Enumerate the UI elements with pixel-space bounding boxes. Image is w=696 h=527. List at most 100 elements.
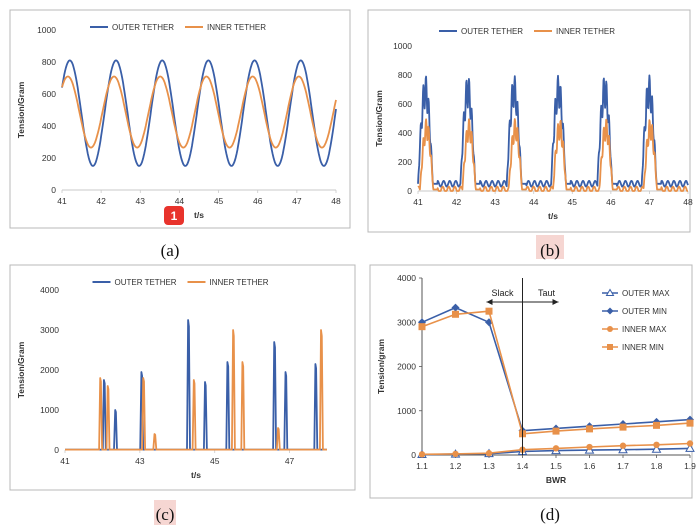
- data-point: [619, 423, 627, 431]
- y-tick-label: 0: [51, 185, 56, 195]
- x-tick-label: 45: [214, 196, 224, 206]
- caption-a: (a): [161, 241, 180, 260]
- x-tick-label: 44: [175, 196, 185, 206]
- arrow-head-right: [552, 299, 559, 305]
- x-tick-label: 1.6: [584, 461, 596, 471]
- x-tick-label: 41: [60, 456, 70, 466]
- x-tick-label: 43: [135, 456, 145, 466]
- x-axis-label: t/s: [191, 470, 201, 480]
- x-tick-label: 1.1: [416, 461, 428, 471]
- x-tick-label: 1.2: [450, 461, 462, 471]
- x-tick-label: 47: [292, 196, 302, 206]
- data-point: [485, 307, 493, 315]
- annotation-slack: Slack: [491, 288, 514, 298]
- chart-panel-a: 0 200 400 600 800 1000 41 42 43 44 45 46 47 48 t/s Tens…: [9, 9, 351, 229]
- y-tick-label: 200: [42, 153, 56, 163]
- x-tick-label: 1.9: [684, 461, 696, 471]
- legend-marker: [606, 307, 614, 315]
- x-tick-label: 41: [57, 196, 67, 206]
- x-tick-label: 45: [210, 456, 220, 466]
- chart-panel-b: 0 200 400 600 800 1000 41 42 43 44 45 46 47 48 t/s Tens…: [367, 9, 693, 233]
- chart-frame-d: [369, 264, 693, 499]
- chart-frame-c: [9, 264, 356, 491]
- data-point: [653, 421, 660, 429]
- legend-marker: [607, 326, 613, 332]
- x-tick-label: 43: [490, 197, 500, 207]
- x-tick-label: 41: [413, 197, 423, 207]
- y-tick-label: 3000: [397, 317, 416, 327]
- y-tick-label: 2000: [397, 362, 416, 372]
- x-tick-label: 1.5: [550, 461, 562, 471]
- legend-label: INNER MAX: [622, 325, 667, 334]
- caption-b: (b): [540, 241, 560, 260]
- caption-highlight-c: [154, 500, 176, 525]
- y-tick-label: 4000: [40, 285, 59, 295]
- data-point: [586, 425, 593, 433]
- y-tick-label: 400: [42, 121, 56, 131]
- data-point: [452, 450, 459, 458]
- y-tick-label: 600: [398, 99, 412, 109]
- y-tick-label: 0: [54, 445, 59, 455]
- series-line-inner-tether: [65, 329, 327, 451]
- data-point: [686, 419, 694, 427]
- data-point: [685, 443, 695, 452]
- data-point: [653, 441, 660, 449]
- legend-label: OUTER TETHER: [115, 278, 177, 287]
- data-point: [586, 443, 593, 451]
- x-axis-label: t/s: [194, 210, 204, 220]
- legend-label: OUTER TETHER: [461, 27, 523, 36]
- y-tick-label: 0: [407, 186, 412, 196]
- x-tick-label: 46: [253, 196, 263, 206]
- legend-label: INNER MIN: [622, 343, 664, 352]
- x-axis-label: BWR: [546, 475, 566, 485]
- arrow-head-left: [486, 299, 493, 305]
- x-tick-label: 48: [683, 197, 693, 207]
- x-tick-label: 42: [96, 196, 106, 206]
- x-tick-label: 47: [285, 456, 295, 466]
- y-tick-label: 1000: [397, 406, 416, 416]
- y-tick-label: 0: [411, 450, 416, 460]
- y-tick-label: 400: [398, 128, 412, 138]
- caption-d: (d): [540, 505, 560, 524]
- marker-badge[interactable]: 1: [164, 206, 184, 225]
- caption-c: (c): [156, 505, 175, 524]
- y-tick-label: 1000: [393, 41, 412, 51]
- y-axis-label: Tension/Gram: [374, 90, 384, 147]
- legend-marker: [607, 344, 613, 350]
- chart-frame-a: [9, 9, 351, 229]
- data-point: [452, 310, 459, 318]
- y-tick-label: 1000: [37, 25, 56, 35]
- x-tick-label: 1.7: [617, 461, 629, 471]
- marker-badge-label: 1: [171, 209, 178, 223]
- series-line-outer-tether: [65, 319, 327, 451]
- series-line-inner-tether: [417, 118, 689, 192]
- legend-label: INNER TETHER: [210, 278, 269, 287]
- x-axis-label: t/s: [548, 211, 558, 221]
- data-point: [451, 303, 460, 312]
- legend-label: OUTER MAX: [622, 289, 670, 298]
- y-tick-label: 800: [42, 57, 56, 67]
- x-tick-label: 45: [568, 197, 578, 207]
- data-point: [552, 427, 560, 435]
- data-point: [418, 323, 426, 331]
- y-tick-label: 1000: [40, 405, 59, 415]
- y-tick-label: 2000: [40, 365, 59, 375]
- y-tick-label: 3000: [40, 325, 59, 335]
- legend-label: INNER TETHER: [556, 27, 615, 36]
- y-tick-label: 800: [398, 70, 412, 80]
- data-point: [686, 440, 694, 447]
- y-axis-label: Tension/Gram: [16, 81, 26, 138]
- x-tick-label: 1.8: [651, 461, 663, 471]
- x-tick-label: 47: [645, 197, 655, 207]
- x-tick-label: 42: [452, 197, 462, 207]
- data-point: [619, 442, 627, 449]
- x-tick-label: 1.4: [517, 461, 529, 471]
- data-point: [552, 445, 560, 452]
- caption-highlight-b: [536, 235, 564, 259]
- y-tick-label: 600: [42, 89, 56, 99]
- data-point: [418, 451, 426, 458]
- series-line-inner-tether: [61, 75, 337, 149]
- y-axis-label: Tension/gram: [376, 339, 386, 395]
- legend-marker: [605, 288, 615, 296]
